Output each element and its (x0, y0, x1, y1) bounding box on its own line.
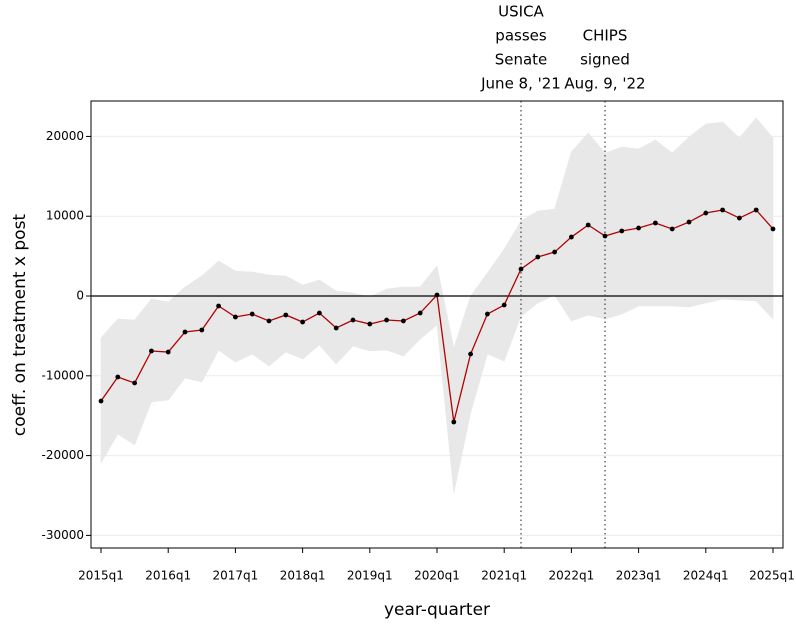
confidence-band (201, 260, 219, 383)
annotation-text: Senate (495, 51, 548, 69)
annotation-text: USICA (498, 3, 544, 21)
x-tick-label: 2020q1 (414, 569, 460, 583)
annotation-text: CHIPS (583, 27, 628, 45)
y-tick-label: -20000 (41, 448, 84, 462)
x-tick-label: 2016q1 (145, 569, 191, 583)
y-axis-title: coeff. on treatment x post (10, 214, 30, 437)
x-tick-label: 2018q1 (280, 569, 326, 583)
point (619, 228, 625, 234)
confidence-band (167, 286, 186, 401)
point (115, 374, 121, 380)
point (367, 321, 373, 327)
confidence-band (436, 265, 455, 494)
point (233, 314, 238, 320)
y-tick-label: -30000 (41, 528, 84, 542)
point (720, 207, 725, 213)
x-axis-title: year-quarter (384, 600, 490, 620)
point (552, 249, 557, 255)
x-tick-label: 2015q1 (78, 569, 124, 583)
confidence-band (302, 279, 320, 360)
point (652, 220, 658, 226)
confidence-band (487, 248, 505, 362)
point (417, 310, 423, 316)
point (199, 327, 205, 333)
point (703, 210, 709, 216)
y-tick-label: 20000 (46, 129, 84, 143)
confidence-band (671, 136, 690, 308)
x-tick-label: 2019q1 (347, 569, 393, 583)
confidence-band (386, 286, 404, 357)
point (317, 310, 322, 316)
point (98, 398, 104, 404)
confidence-band (453, 295, 471, 494)
confidence-band (470, 272, 488, 414)
y-tick-label: 0 (76, 289, 84, 303)
y-tick-label: 10000 (46, 209, 84, 223)
confidence-band (638, 139, 656, 307)
point (602, 233, 608, 239)
confidence-band (403, 286, 421, 357)
annotation-text: Aug. 9, '22 (564, 75, 645, 93)
point (451, 419, 457, 425)
point (501, 302, 507, 308)
point (333, 325, 339, 331)
confidence-band (134, 298, 152, 446)
point (518, 266, 524, 272)
point (149, 348, 154, 354)
annotation-text: signed (580, 51, 630, 69)
x-tick-label: 2025q1 (749, 569, 795, 583)
point (132, 380, 138, 386)
confidence-band (503, 219, 522, 362)
x-tick-label: 2023q1 (616, 569, 662, 583)
point (468, 351, 473, 357)
confidence-band (319, 279, 337, 365)
point (350, 317, 356, 323)
confidence-band (739, 117, 757, 302)
x-tick-label: 2022q1 (548, 569, 594, 583)
point (568, 234, 574, 240)
point (384, 317, 390, 323)
confidence-band (100, 318, 119, 465)
confidence-band (688, 123, 707, 308)
point (182, 329, 188, 335)
point (753, 207, 759, 213)
point (216, 303, 222, 309)
point (249, 311, 255, 317)
confidence-band (184, 275, 203, 383)
y-tick-label: -10000 (41, 368, 84, 382)
point (770, 226, 776, 232)
point (401, 318, 406, 324)
point (669, 226, 675, 232)
point (686, 219, 692, 225)
annotation-text: June 8, '21 (480, 75, 561, 93)
point (283, 312, 289, 318)
point (484, 311, 490, 317)
point (535, 254, 541, 260)
confidence-band (755, 117, 774, 320)
point (636, 225, 641, 231)
point (165, 349, 171, 355)
x-tick-label: 2024q1 (683, 569, 729, 583)
point (434, 292, 440, 298)
confidence-band (285, 275, 303, 360)
x-tick-label: 2021q1 (481, 569, 527, 583)
confidence-band (419, 265, 438, 340)
point (266, 318, 272, 324)
confidence-band (655, 139, 673, 307)
confidence-band (251, 271, 270, 367)
x-tick-label: 2017q1 (213, 569, 259, 583)
point (736, 215, 742, 221)
point (585, 222, 591, 228)
point (300, 319, 306, 325)
annotation-text: passes (495, 27, 547, 45)
